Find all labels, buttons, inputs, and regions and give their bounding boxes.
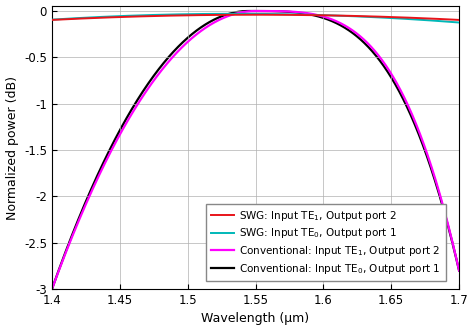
Conventional: Input TE$_1$, Output port 2: (1.55, -7.84e-12): Input TE$_1$, Output port 2: (1.55, -7.8… — [253, 9, 258, 13]
SWG: Input TE$_0$, Output port 1: (1.4, -0.0931): Input TE$_0$, Output port 1: (1.4, -0.09… — [49, 18, 55, 22]
Conventional: Input TE$_1$, Output port 2: (1.4, -3): Input TE$_1$, Output port 2: (1.4, -3) — [49, 287, 55, 291]
SWG: Input TE$_0$, Output port 1: (1.64, -0.0656): Input TE$_0$, Output port 1: (1.64, -0.0… — [370, 15, 375, 19]
SWG: Input TE$_1$, Output port 2: (1.64, -0.0586): Input TE$_1$, Output port 2: (1.64, -0.0… — [370, 15, 375, 19]
SWG: Input TE$_1$, Output port 2: (1.69, -0.0899): Input TE$_1$, Output port 2: (1.69, -0.0… — [445, 17, 450, 21]
Conventional: Input TE$_1$, Output port 2: (1.54, -0.0195): Input TE$_1$, Output port 2: (1.54, -0.0… — [236, 11, 242, 15]
SWG: Input TE$_0$, Output port 1: (1.42, -0.0796): Input TE$_0$, Output port 1: (1.42, -0.0… — [70, 17, 75, 21]
Conventional: Input TE$_0$, Output port 1: (1.4, -3): Input TE$_0$, Output port 1: (1.4, -3) — [49, 287, 55, 291]
Conventional: Input TE$_0$, Output port 1: (1.64, -0.44): Input TE$_0$, Output port 1: (1.64, -0.4… — [370, 50, 375, 54]
Conventional: Input TE$_1$, Output port 2: (1.69, -2.28): Input TE$_1$, Output port 2: (1.69, -2.2… — [445, 220, 450, 224]
Conventional: Input TE$_1$, Output port 2: (1.7, -2.8): Input TE$_1$, Output port 2: (1.7, -2.8) — [456, 268, 462, 272]
SWG: Input TE$_1$, Output port 2: (1.55, -0.04): Input TE$_1$, Output port 2: (1.55, -0.0… — [253, 13, 258, 17]
SWG: Input TE$_1$, Output port 2: (1.42, -0.0853): Input TE$_1$, Output port 2: (1.42, -0.0… — [70, 17, 75, 21]
SWG: Input TE$_1$, Output port 2: (1.69, -0.09): Input TE$_1$, Output port 2: (1.69, -0.0… — [445, 17, 450, 21]
Conventional: Input TE$_0$, Output port 1: (1.55, -3.89e-11): Input TE$_0$, Output port 1: (1.55, -3.8… — [246, 9, 252, 13]
Conventional: Input TE$_1$, Output port 2: (1.55, -0.00227): Input TE$_1$, Output port 2: (1.55, -0.0… — [247, 9, 253, 13]
SWG: Input TE$_0$, Output port 1: (1.7, -0.124): Input TE$_0$, Output port 1: (1.7, -0.12… — [456, 21, 462, 24]
Legend: SWG: Input TE$_1$, Output port 2, SWG: Input TE$_0$, Output port 1, Conventional: SWG: Input TE$_1$, Output port 2, SWG: I… — [206, 204, 446, 281]
Conventional: Input TE$_1$, Output port 2: (1.69, -2.27): Input TE$_1$, Output port 2: (1.69, -2.2… — [445, 219, 450, 223]
Line: Conventional: Input TE$_1$, Output port 2: Conventional: Input TE$_1$, Output port … — [52, 11, 459, 289]
Conventional: Input TE$_0$, Output port 1: (1.42, -2.4): Input TE$_0$, Output port 1: (1.42, -2.4… — [70, 231, 75, 235]
SWG: Input TE$_1$, Output port 2: (1.7, -0.0962): Input TE$_1$, Output port 2: (1.7, -0.09… — [456, 18, 462, 22]
SWG: Input TE$_0$, Output port 1: (1.54, -0.03): Input TE$_0$, Output port 1: (1.54, -0.0… — [237, 12, 242, 16]
Line: Conventional: Input TE$_0$, Output port 1: Conventional: Input TE$_0$, Output port … — [52, 11, 459, 289]
Y-axis label: Normalized power (dB): Normalized power (dB) — [6, 76, 18, 220]
Conventional: Input TE$_0$, Output port 1: (1.69, -2.3): Input TE$_0$, Output port 1: (1.69, -2.3… — [445, 222, 450, 226]
Line: SWG: Input TE$_1$, Output port 2: SWG: Input TE$_1$, Output port 2 — [52, 15, 459, 20]
SWG: Input TE$_1$, Output port 2: (1.4, -0.0962): Input TE$_1$, Output port 2: (1.4, -0.09… — [49, 18, 55, 22]
Conventional: Input TE$_0$, Output port 1: (1.7, -2.8): Input TE$_0$, Output port 1: (1.7, -2.8) — [456, 268, 462, 272]
Line: SWG: Input TE$_0$, Output port 1: SWG: Input TE$_0$, Output port 1 — [52, 14, 459, 23]
Conventional: Input TE$_0$, Output port 1: (1.69, -2.29): Input TE$_0$, Output port 1: (1.69, -2.2… — [445, 221, 450, 225]
Conventional: Input TE$_0$, Output port 1: (1.55, -6.54e-08): Input TE$_0$, Output port 1: (1.55, -6.5… — [247, 9, 253, 13]
Conventional: Input TE$_0$, Output port 1: (1.54, -0.00715): Input TE$_0$, Output port 1: (1.54, -0.0… — [236, 10, 242, 14]
Conventional: Input TE$_1$, Output port 2: (1.42, -2.42): Input TE$_1$, Output port 2: (1.42, -2.4… — [70, 233, 75, 237]
SWG: Input TE$_0$, Output port 1: (1.55, -0.0304): Input TE$_0$, Output port 1: (1.55, -0.0… — [247, 12, 253, 16]
SWG: Input TE$_1$, Output port 2: (1.55, -0.04): Input TE$_1$, Output port 2: (1.55, -0.0… — [247, 13, 253, 17]
SWG: Input TE$_1$, Output port 2: (1.54, -0.0404): Input TE$_1$, Output port 2: (1.54, -0.0… — [236, 13, 242, 17]
SWG: Input TE$_0$, Output port 1: (1.69, -0.115): Input TE$_0$, Output port 1: (1.69, -0.1… — [445, 20, 450, 24]
Conventional: Input TE$_1$, Output port 2: (1.64, -0.406): Input TE$_1$, Output port 2: (1.64, -0.4… — [370, 47, 375, 51]
X-axis label: Wavelength (μm): Wavelength (μm) — [201, 312, 310, 325]
SWG: Input TE$_0$, Output port 1: (1.69, -0.115): Input TE$_0$, Output port 1: (1.69, -0.1… — [445, 20, 450, 24]
SWG: Input TE$_0$, Output port 1: (1.54, -0.03): Input TE$_0$, Output port 1: (1.54, -0.0… — [232, 12, 238, 16]
